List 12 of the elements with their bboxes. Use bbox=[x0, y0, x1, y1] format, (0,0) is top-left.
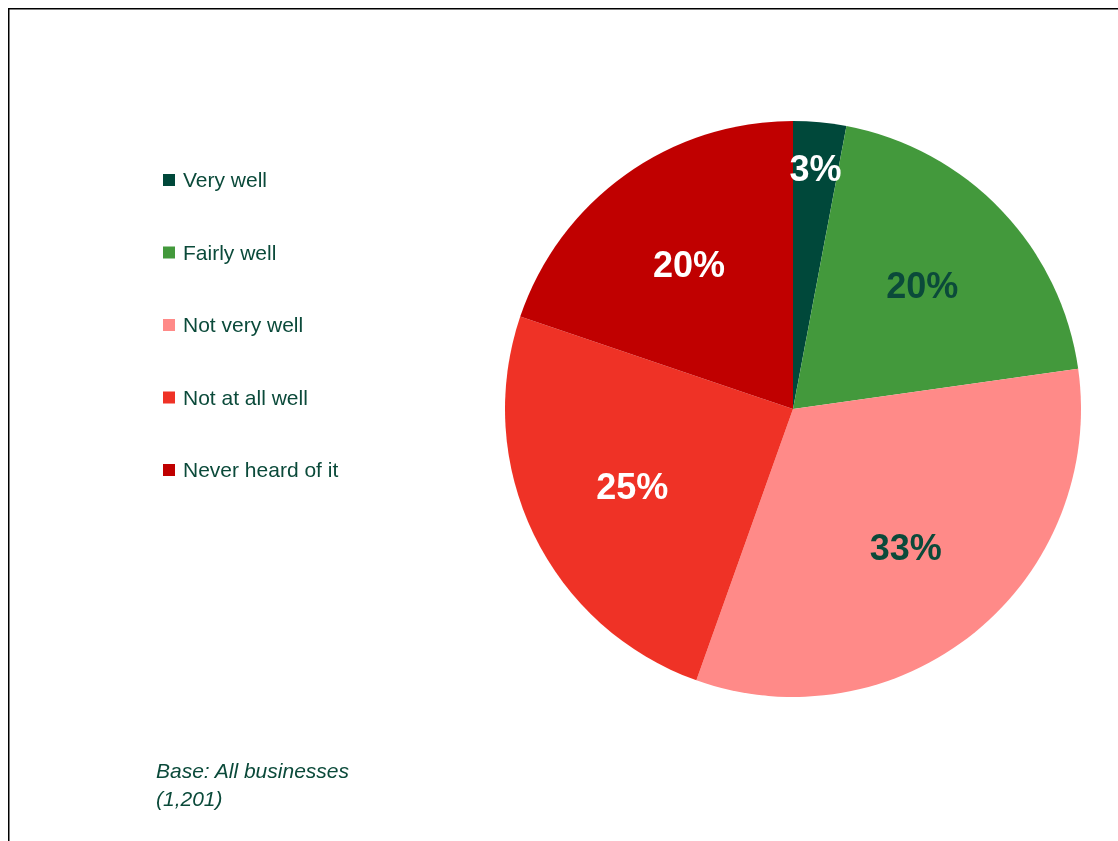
data-label: 33% bbox=[869, 526, 942, 568]
data-label: 20% bbox=[652, 243, 725, 285]
pie-slice bbox=[696, 368, 1081, 697]
legend-label: Fairly well bbox=[183, 240, 277, 264]
text: Base: All businesses (1,201) bbox=[156, 759, 350, 810]
data-label: 25% bbox=[596, 466, 669, 508]
pie-slice bbox=[505, 316, 793, 681]
legend-label: Not very well bbox=[183, 313, 304, 337]
legend-label: Never heard of it bbox=[183, 458, 339, 482]
legend-label: Not at all well bbox=[183, 385, 308, 409]
legend-label: Very well bbox=[183, 168, 268, 192]
data-label: 20% bbox=[886, 265, 959, 307]
